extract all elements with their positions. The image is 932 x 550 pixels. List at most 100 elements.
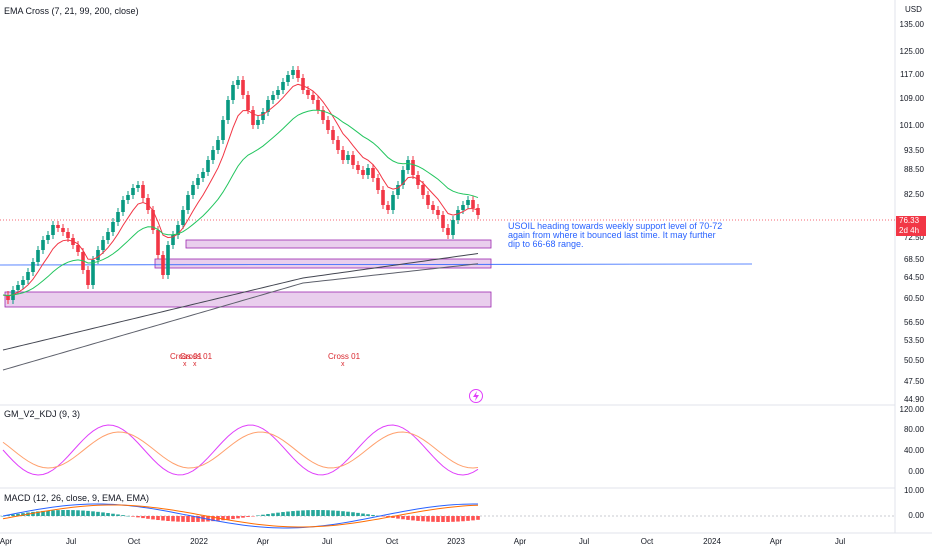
candle-body: [441, 215, 445, 228]
macd-histogram-bar: [36, 511, 40, 516]
candle-body: [291, 70, 295, 75]
lightning-icon[interactable]: [469, 389, 483, 403]
cross-marker-2: x: [193, 361, 197, 368]
cross-label-3: Cross 01: [328, 352, 361, 361]
macd-histogram-bar: [276, 512, 280, 516]
macd-histogram-bar: [406, 516, 410, 520]
ema-200-line: [2, 253, 479, 351]
candle-body: [251, 110, 255, 125]
macd-title[interactable]: MACD (12, 26, close, 9, EMA, EMA): [4, 493, 150, 503]
candle-body: [196, 178, 200, 185]
time-tick: Jul: [321, 537, 333, 546]
kdj-tick: 0.00: [908, 467, 924, 476]
macd-histogram-bar: [211, 516, 215, 522]
candle-body: [436, 210, 440, 215]
horizontal-line: [0, 263, 753, 266]
macd-histogram-bar: [386, 516, 390, 518]
macd-histogram-bar: [6, 515, 10, 516]
candle-body: [456, 210, 460, 220]
macd-histogram-bar: [81, 510, 85, 516]
bar-countdown: 2d 4h: [899, 226, 920, 235]
macd-histogram-bar: [256, 515, 260, 516]
macd-histogram-bar: [181, 516, 185, 522]
macd-histogram-bar: [41, 510, 45, 516]
candle-body: [381, 190, 385, 205]
macd-histogram-bar: [156, 516, 160, 521]
macd-histogram-bar: [401, 516, 405, 520]
kdj-title[interactable]: GM_V2_KDJ (9, 3): [4, 409, 81, 419]
macd-histogram-bar: [311, 510, 315, 516]
macd-histogram-bar: [61, 510, 65, 516]
macd-histogram-bar: [206, 516, 210, 522]
cross-label-2: Cross 01: [180, 352, 213, 361]
ema-99-line: [2, 263, 479, 371]
macd-histogram-bar: [306, 510, 310, 516]
macd-histogram-bar: [436, 516, 440, 522]
macd-histogram-bar: [461, 516, 465, 522]
macd-histogram-bar: [221, 516, 225, 521]
macd-histogram-bar: [391, 516, 395, 518]
macd-histogram-bar: [411, 516, 415, 521]
macd-histogram-bar: [341, 511, 345, 516]
candle-body: [106, 232, 110, 240]
candle-body: [366, 168, 370, 175]
candle-body: [446, 228, 450, 235]
candle-body: [256, 120, 260, 125]
candle-body: [281, 82, 285, 90]
macd-histogram-bar: [186, 516, 190, 522]
candle-body: [61, 228, 65, 232]
price-tick: 135.00: [899, 20, 924, 29]
price-tick: 125.00: [899, 47, 924, 56]
price-tick: 50.50: [903, 356, 924, 365]
macd-histogram-bar: [106, 513, 110, 516]
candle-body: [306, 90, 310, 95]
macd-histogram-bar: [166, 516, 170, 521]
candle-body: [331, 130, 335, 140]
support-zone: [185, 239, 492, 249]
macd-histogram-bar: [286, 511, 290, 516]
macd-histogram-bar: [351, 512, 355, 516]
macd-histogram-bar: [261, 514, 265, 516]
macd-histogram-bar: [196, 516, 200, 522]
candle-body: [296, 70, 300, 78]
macd-histogram-bar: [131, 516, 135, 517]
candle-body: [371, 168, 375, 178]
candle-body: [46, 235, 50, 240]
macd-histogram-bar: [426, 516, 430, 522]
candle-body: [416, 175, 420, 185]
macd-histogram-bar: [266, 513, 270, 516]
macd-histogram-bar: [371, 514, 375, 516]
macd-signal-line: [2, 504, 479, 528]
chart-annotation[interactable]: USOIL heading towards weekly support lev…: [508, 221, 723, 249]
macd-histogram-bar: [86, 510, 90, 516]
candle-body: [316, 100, 320, 110]
candle-body: [41, 240, 45, 250]
candle-body: [31, 262, 35, 272]
candle-body: [361, 170, 365, 175]
time-tick: Oct: [127, 537, 141, 546]
candle-body: [346, 155, 350, 160]
candle-body: [401, 170, 405, 185]
macd-histogram-bar: [176, 516, 180, 522]
price-tick: 88.50: [903, 165, 924, 174]
candle-body: [216, 140, 220, 150]
candle-body: [91, 260, 95, 285]
main-indicator-title[interactable]: EMA Cross (7, 21, 99, 200, close): [4, 6, 139, 16]
candle-body: [356, 165, 360, 170]
price-tick: 44.90: [903, 395, 924, 404]
macd-histogram-bar: [46, 510, 50, 516]
currency-label: USD: [905, 5, 922, 14]
macd-histogram-bar: [191, 516, 195, 522]
ema-7-line: [2, 83, 479, 297]
price-tick: 72.50: [903, 233, 924, 242]
kdj-tick: 80.00: [903, 425, 924, 434]
macd-histogram-bar: [316, 510, 320, 516]
candle-body: [386, 205, 390, 210]
time-tick: 2023: [447, 537, 465, 546]
macd-histogram-bar: [431, 516, 435, 522]
macd-histogram-bar: [246, 516, 250, 517]
macd-histogram-bar: [66, 510, 70, 516]
macd-histogram-bar: [421, 516, 425, 522]
candle-body: [271, 95, 275, 100]
